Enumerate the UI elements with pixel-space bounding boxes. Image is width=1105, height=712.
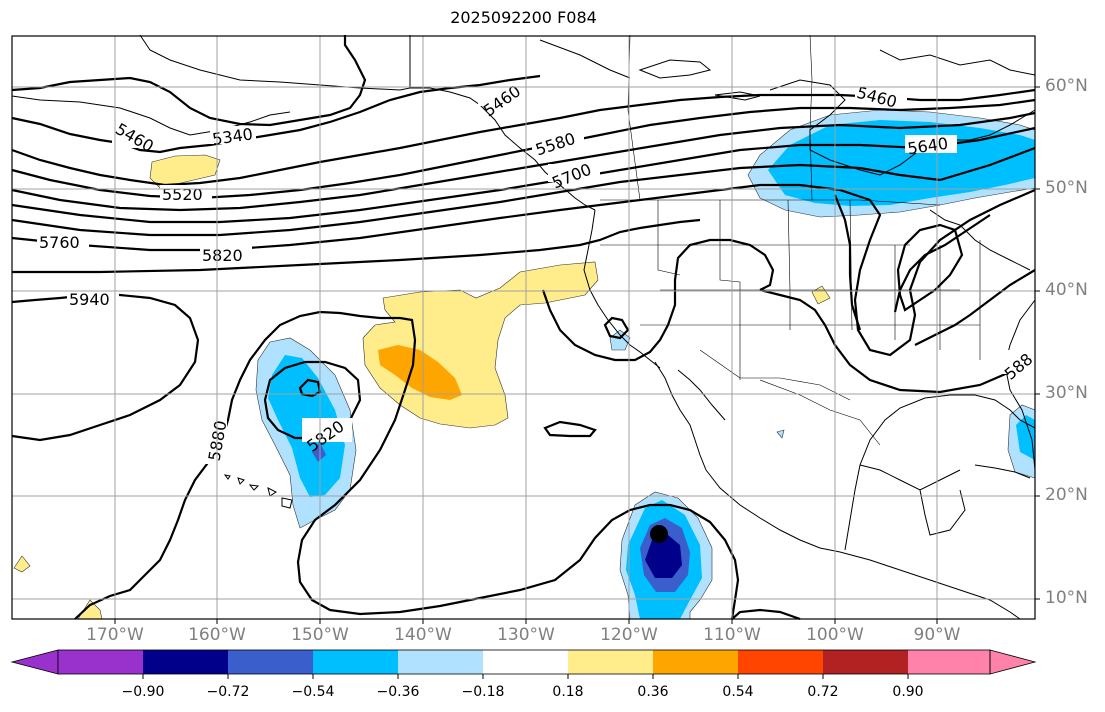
- colorbar-frame: [57, 649, 991, 675]
- negative-anomaly-socal: [609, 329, 631, 351]
- lon-label: 100°W: [806, 625, 864, 645]
- lon-label: 130°W: [497, 625, 555, 645]
- contour-label: 5940: [69, 290, 110, 309]
- colorbar-tick-label: 0.18: [552, 684, 584, 700]
- coastlines: [11, 34, 1036, 620]
- positive-anomaly-sw: [77, 599, 103, 620]
- colorbar-extend-right: [989, 649, 1037, 675]
- colorbar-tick-label: −0.36: [376, 684, 420, 700]
- contour-label: 5520: [162, 185, 203, 204]
- colorbar-tick-label: −0.54: [291, 684, 335, 700]
- colorbar-segment: [738, 650, 824, 674]
- contour-label: 5460: [112, 119, 157, 156]
- positive-anomaly-central-pacific: [362, 261, 599, 429]
- colorbar-segment: [568, 650, 654, 674]
- lat-label: 50°N: [1045, 178, 1088, 198]
- colorbar-segment: [653, 650, 739, 674]
- negative-anomaly-florida-mid: [1016, 415, 1035, 460]
- colorbar-tick-label: −0.90: [121, 684, 165, 700]
- positive-anomaly-gulf-alaska: [149, 154, 221, 189]
- negative-anomaly-hawaii-core: [312, 442, 326, 462]
- graticule: [12, 36, 1035, 619]
- positive-anomaly-w: [13, 555, 31, 573]
- lon-label: 170°W: [86, 625, 144, 645]
- colorbar: [10, 649, 1037, 679]
- lon-label: 90°W: [913, 625, 961, 645]
- colorbar-extend-left: [10, 649, 59, 675]
- lat-label: 10°N: [1045, 588, 1088, 608]
- colorbar-segment: [58, 650, 144, 674]
- lat-label: 40°N: [1045, 280, 1088, 300]
- colorbar-segment: [228, 650, 314, 674]
- contour-label: 5820: [202, 246, 243, 265]
- positive-anomaly-core: [378, 345, 462, 400]
- axis-ticks: [114, 86, 1040, 624]
- lat-label: 60°N: [1045, 76, 1088, 96]
- lon-label: 110°W: [703, 625, 761, 645]
- colorbar-segment: [483, 650, 569, 674]
- contour-label: 5760: [39, 233, 80, 252]
- colorbar-tick-label: −0.72: [206, 684, 250, 700]
- colorbar-tick-label: −0.18: [461, 684, 505, 700]
- map-title: 2025092200 F084: [450, 8, 597, 27]
- colorbar-segment: [823, 650, 909, 674]
- lat-label: 30°N: [1045, 383, 1088, 403]
- colorbar-segment: [143, 650, 229, 674]
- positive-anomaly-texas: [811, 285, 831, 305]
- negative-anomaly-mexico-core: [645, 535, 682, 578]
- lat-label: 20°N: [1045, 485, 1088, 505]
- colorbar-segment: [908, 650, 990, 674]
- negative-anomaly-baja: [776, 429, 785, 439]
- lon-label: 150°W: [291, 625, 349, 645]
- colorbar-tick-label: 0.36: [637, 684, 669, 700]
- lon-label: 160°W: [188, 625, 246, 645]
- hawaii-islands: [223, 474, 293, 509]
- colorbar-segment: [313, 650, 399, 674]
- lon-label: 120°W: [600, 625, 658, 645]
- colorbar-tick-label: 0.54: [722, 684, 754, 700]
- colorbar-tick-label: 0.90: [892, 684, 924, 700]
- map-frame: [11, 35, 1036, 620]
- colorbar-tick-label: 0.72: [807, 684, 839, 700]
- storm-center-marker: [650, 525, 668, 543]
- political-borders: [600, 34, 981, 446]
- colorbar-segment: [398, 650, 484, 674]
- lon-label: 140°W: [394, 625, 452, 645]
